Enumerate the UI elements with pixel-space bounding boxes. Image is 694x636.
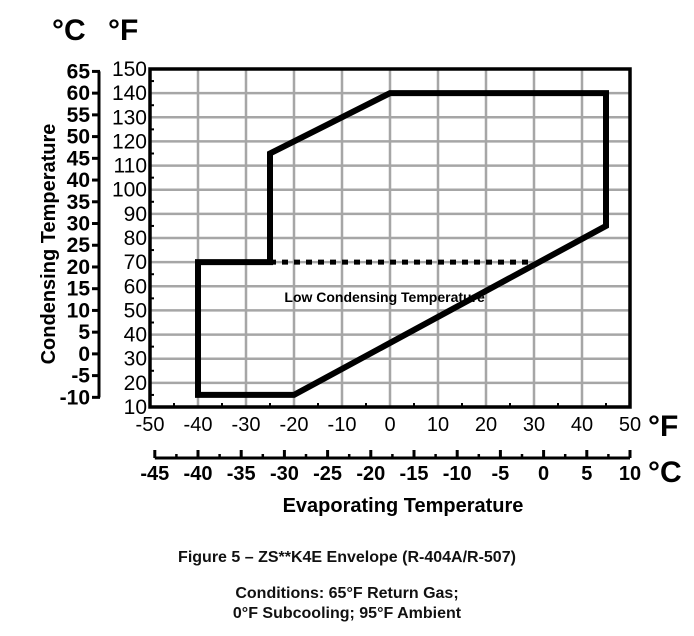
x-tick-label-f: 30 (523, 414, 545, 436)
x-tick-label-c: -5 (492, 463, 510, 485)
unit-celsius-top: °C (52, 14, 86, 47)
x-tick-label-f: 50 (619, 414, 641, 436)
x-tick-label-c: -45 (140, 463, 169, 485)
x-tick-label-f: 20 (475, 414, 497, 436)
y-tick-label-f: 80 (124, 227, 147, 250)
y-tick-label-f: 110 (114, 155, 147, 178)
x-tick-label-c: -25 (313, 463, 342, 485)
y-axis-title: Condensing Temperature (38, 124, 60, 365)
y-tick-label-f: 30 (124, 348, 147, 371)
y-tick-label-f: 20 (124, 372, 147, 395)
y-tick-label-c: 5 (78, 321, 90, 344)
x-tick-label-c: -30 (270, 463, 299, 485)
x-tick-label-f: -20 (280, 414, 309, 436)
y-tick-label-f: 130 (112, 106, 147, 129)
x-tick-label-c: -20 (356, 463, 385, 485)
plot-border (148, 67, 632, 409)
plot-frame (148, 67, 632, 409)
y-tick-label-c: 25 (67, 234, 91, 257)
y-tick-label-f: 70 (124, 251, 147, 274)
y-tick-label-c: -10 (60, 386, 90, 409)
conditions-line-2: 0°F Subcooling; 95°F Ambient (232, 605, 462, 622)
conditions-line-1: Conditions: 65°F Return Gas; (235, 585, 459, 602)
y-tick-label-c: 55 (67, 104, 91, 127)
y-tick-label-c: 35 (67, 191, 91, 214)
y-tick-label-c: 20 (67, 256, 90, 279)
x-tick-label-c: -15 (400, 463, 429, 485)
x-tick-label-f: -30 (232, 414, 261, 436)
envelope-outline (195, 90, 609, 398)
y-tick-label-f: 140 (112, 82, 147, 105)
y-tick-label-f: 50 (124, 299, 147, 322)
x-tick-label-f: -50 (136, 414, 165, 436)
x-tick-label-f: 10 (427, 414, 449, 436)
y-tick-label-c: 30 (67, 213, 90, 236)
y-tick-label-f: 150 (112, 58, 147, 81)
x-axis-fahrenheit: -50 -40 -30 -20 -10 0 10 20 30 40 50 (136, 414, 642, 436)
x-tick-label-c: -35 (227, 463, 256, 485)
x-axis-celsius: -45 -40 -35 -30 -25 -20 -15 -10 -5 0 5 10 (140, 450, 641, 485)
y-tick-label-c: 0 (78, 343, 90, 366)
x-tick-label-f: 40 (571, 414, 593, 436)
y-tick-label-f: 90 (124, 203, 147, 226)
figure-caption: Figure 5 – ZS**K4E Envelope (R-404A/R-50… (178, 549, 516, 566)
envelope-series (195, 90, 609, 398)
x-tick-label-c: 5 (581, 463, 592, 485)
low-condensing-annotation: Low Condensing Temperature (284, 289, 485, 305)
x-tick-label-c: -10 (443, 463, 472, 485)
y-tick-label-c: 15 (67, 278, 91, 301)
grid-lines (150, 69, 630, 407)
y-tick-label-c: 10 (67, 299, 90, 322)
x-axis-title: Evaporating Temperature (283, 495, 524, 517)
x-tick-label-c: 0 (538, 463, 549, 485)
x-tick-label-c: -40 (184, 463, 213, 485)
y-tick-label-c: -5 (71, 365, 90, 388)
x-tick-label-c: 10 (619, 463, 641, 485)
y-tick-label-f: 100 (112, 179, 147, 202)
x-tick-label-f: -10 (328, 414, 357, 436)
x-tick-label-f: 0 (384, 414, 395, 436)
unit-fahrenheit-top: °F (108, 14, 138, 47)
unit-celsius-bottom: °C (648, 456, 682, 489)
y-tick-label-c: 65 (67, 60, 91, 83)
y-tick-label-c: 40 (67, 169, 90, 192)
x-tick-label-f: -40 (184, 414, 213, 436)
unit-fahrenheit-bottom: °F (648, 410, 678, 443)
y-tick-label-c: 60 (67, 82, 90, 105)
y-tick-label-c: 50 (67, 126, 90, 149)
y-tick-label-f: 40 (124, 324, 147, 347)
y-tick-label-f: 10 (124, 396, 147, 419)
y-tick-label-f: 120 (112, 130, 147, 153)
y-tick-label-c: 45 (67, 147, 91, 170)
y-tick-label-f: 60 (124, 275, 147, 298)
